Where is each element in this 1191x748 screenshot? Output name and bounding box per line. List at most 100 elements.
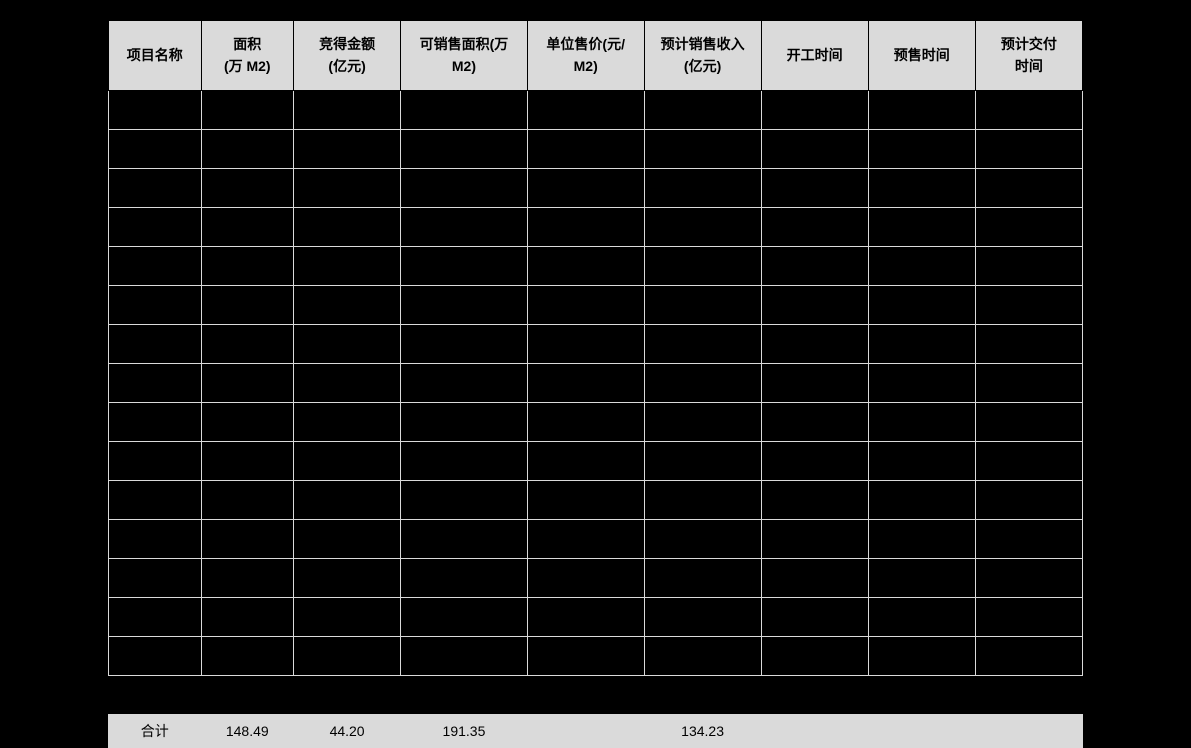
table-cell bbox=[761, 558, 868, 597]
table-cell bbox=[761, 168, 868, 207]
table-cell bbox=[868, 402, 975, 441]
table-cell bbox=[201, 207, 294, 246]
totals-row: 合计148.4944.20191.35134.23 bbox=[109, 714, 1083, 747]
table-cell bbox=[401, 363, 528, 402]
table-cell bbox=[109, 636, 202, 675]
table-cell bbox=[761, 129, 868, 168]
table-cell bbox=[868, 597, 975, 636]
header-sublabel: M2) bbox=[574, 58, 598, 74]
table-row bbox=[109, 90, 1083, 129]
table-cell bbox=[201, 324, 294, 363]
table-cell bbox=[109, 363, 202, 402]
table-cell bbox=[644, 246, 761, 285]
table-cell bbox=[868, 519, 975, 558]
table-cell bbox=[527, 285, 644, 324]
table-cell bbox=[761, 207, 868, 246]
table-cell bbox=[868, 480, 975, 519]
table-header: 项目名称 面积 (万 M2) 竞得金额 (亿元) 可销售面积(万 M2) 单位售… bbox=[109, 21, 1083, 91]
table-row bbox=[109, 285, 1083, 324]
table-cell bbox=[644, 324, 761, 363]
table-cell bbox=[109, 207, 202, 246]
table-cell bbox=[201, 636, 294, 675]
table-cell bbox=[868, 168, 975, 207]
header-label: 项目名称 bbox=[127, 47, 183, 63]
table-cell bbox=[975, 636, 1082, 675]
table-cell bbox=[644, 90, 761, 129]
header-sublabel: M2) bbox=[452, 58, 476, 74]
table-cell bbox=[294, 558, 401, 597]
totals-saleable-area: 191.35 bbox=[401, 714, 528, 747]
totals-unit-price bbox=[527, 714, 644, 747]
table-cell bbox=[644, 168, 761, 207]
table-cell bbox=[401, 519, 528, 558]
table-cell bbox=[401, 285, 528, 324]
table-cell bbox=[975, 441, 1082, 480]
totals-area: 148.49 bbox=[201, 714, 294, 747]
table-cell bbox=[868, 246, 975, 285]
table-cell bbox=[761, 519, 868, 558]
table-cell bbox=[868, 129, 975, 168]
table-cell bbox=[201, 246, 294, 285]
table-cell bbox=[761, 597, 868, 636]
table-cell bbox=[109, 168, 202, 207]
table-cell bbox=[109, 90, 202, 129]
table-cell bbox=[644, 402, 761, 441]
table-cell bbox=[294, 402, 401, 441]
col-project-name: 项目名称 bbox=[109, 21, 202, 91]
table-cell bbox=[527, 558, 644, 597]
table-cell bbox=[527, 129, 644, 168]
table-cell bbox=[868, 324, 975, 363]
table-cell bbox=[109, 129, 202, 168]
col-unit-price: 单位售价(元/ M2) bbox=[527, 21, 644, 91]
col-start-time: 开工时间 bbox=[761, 21, 868, 91]
table-cell bbox=[644, 480, 761, 519]
table-cell bbox=[868, 558, 975, 597]
table-cell bbox=[201, 480, 294, 519]
header-label: 可销售面积(万 bbox=[420, 36, 509, 52]
col-presale-time: 预售时间 bbox=[868, 21, 975, 91]
table-cell bbox=[975, 207, 1082, 246]
table-cell bbox=[401, 129, 528, 168]
table-cell bbox=[109, 441, 202, 480]
table-cell bbox=[975, 363, 1082, 402]
table-cell bbox=[527, 363, 644, 402]
table-cell bbox=[201, 597, 294, 636]
table-cell bbox=[401, 441, 528, 480]
table-cell bbox=[201, 90, 294, 129]
table-cell bbox=[109, 246, 202, 285]
header-label: 预售时间 bbox=[894, 47, 950, 63]
table-cell bbox=[761, 402, 868, 441]
table-cell bbox=[201, 363, 294, 402]
totals-delivery bbox=[975, 714, 1082, 747]
table-cell bbox=[294, 597, 401, 636]
totals-label: 合计 bbox=[109, 714, 202, 747]
table-cell bbox=[401, 597, 528, 636]
table-cell bbox=[644, 636, 761, 675]
table-cell bbox=[109, 324, 202, 363]
table-cell bbox=[975, 519, 1082, 558]
col-revenue: 预计销售收入 (亿元) bbox=[644, 21, 761, 91]
table-cell bbox=[527, 168, 644, 207]
table-cell bbox=[975, 480, 1082, 519]
table-cell bbox=[201, 441, 294, 480]
table-cell bbox=[527, 597, 644, 636]
table-cell bbox=[644, 207, 761, 246]
table-cell bbox=[401, 246, 528, 285]
table-cell bbox=[527, 90, 644, 129]
col-saleable-area: 可销售面积(万 M2) bbox=[401, 21, 528, 91]
table-row bbox=[109, 480, 1083, 519]
table-cell bbox=[868, 636, 975, 675]
table-cell bbox=[294, 246, 401, 285]
col-area: 面积 (万 M2) bbox=[201, 21, 294, 91]
spacer-row bbox=[109, 675, 1083, 714]
table-cell bbox=[975, 285, 1082, 324]
table-cell bbox=[761, 90, 868, 129]
table-cell bbox=[761, 285, 868, 324]
table-row bbox=[109, 519, 1083, 558]
table-cell bbox=[201, 168, 294, 207]
header-label: 开工时间 bbox=[787, 47, 843, 63]
table-cell bbox=[644, 597, 761, 636]
table-cell bbox=[975, 597, 1082, 636]
table-row bbox=[109, 246, 1083, 285]
table-cell bbox=[294, 129, 401, 168]
